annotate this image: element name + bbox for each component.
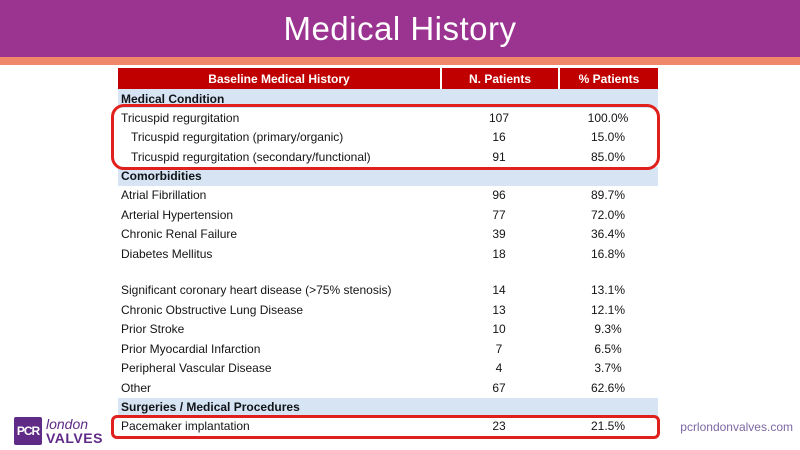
table-row: Prior Myocardial Infarction 7 6.5% bbox=[118, 339, 658, 359]
row-n-patients: 13 bbox=[492, 302, 506, 317]
table-row: Arterial Hypertension 77 72.0% bbox=[118, 205, 658, 225]
row-pct-patients: 21.5% bbox=[590, 419, 626, 434]
table-row: Diabetes Mellitus 18 16.8% bbox=[118, 244, 658, 264]
table-row: Tricuspid regurgitation (secondary/funct… bbox=[118, 147, 658, 167]
row-n-patients: 4 bbox=[495, 361, 503, 376]
row-n-patients: 18 bbox=[492, 246, 506, 261]
row-n-patients: 91 bbox=[492, 149, 506, 164]
table-row: Pacemaker implantation 23 21.5% bbox=[118, 416, 658, 436]
table-row: Tricuspid regurgitation 107 100.0% bbox=[118, 108, 658, 128]
row-label: Arterial Hypertension bbox=[121, 207, 234, 222]
table-row: Chronic Obstructive Lung Disease 13 12.1% bbox=[118, 300, 658, 320]
row-label: Tricuspid regurgitation bbox=[121, 110, 240, 125]
table-row: Tricuspid regurgitation (primary/organic… bbox=[118, 127, 658, 147]
row-n-patients: 7 bbox=[495, 341, 503, 356]
row-pct-patients: 9.3% bbox=[594, 322, 622, 337]
pcr-logo-icon: PCR bbox=[14, 417, 42, 445]
table-row: Other 67 62.6% bbox=[118, 378, 658, 398]
footer-url: pcrlondonvalves.com bbox=[680, 420, 793, 434]
page-title: Medical History bbox=[283, 9, 517, 47]
blank-row bbox=[118, 263, 658, 281]
section-header-row: Medical Condition bbox=[118, 89, 658, 108]
row-n-patients: 16 bbox=[492, 130, 506, 145]
accent-strip bbox=[0, 57, 800, 65]
table-row: Peripheral Vascular Disease 4 3.7% bbox=[118, 358, 658, 378]
row-n-patients: 39 bbox=[492, 227, 506, 242]
logo-line-london: london bbox=[46, 416, 89, 432]
row-label: Chronic Renal Failure bbox=[121, 227, 238, 242]
column-header-baseline: Baseline Medical History bbox=[208, 71, 350, 86]
title-bar: Medical History bbox=[0, 0, 800, 57]
row-pct-patients: 100.0% bbox=[587, 110, 629, 125]
section-header-row: Comorbidities bbox=[118, 166, 658, 186]
table-body: Medical Condition Tricuspid regurgitation… bbox=[118, 89, 658, 436]
row-pct-patients: 62.6% bbox=[590, 380, 626, 395]
row-pct-patients: 13.1% bbox=[590, 283, 626, 298]
row-pct-patients: 85.0% bbox=[590, 149, 626, 164]
row-label: Peripheral Vascular Disease bbox=[121, 361, 272, 376]
row-pct-patients: 15.0% bbox=[590, 130, 626, 145]
row-pct-patients: 3.7% bbox=[594, 361, 622, 376]
row-n-patients: 96 bbox=[492, 188, 506, 203]
pcr-london-valves-logo: PCR london VALVES bbox=[14, 417, 103, 445]
logo-text: london VALVES bbox=[46, 417, 103, 445]
table-row: Significant coronary heart disease (>75%… bbox=[118, 280, 658, 300]
section-header-row: Surgeries / Medical Procedures bbox=[118, 397, 658, 417]
row-label: Prior Stroke bbox=[121, 322, 185, 337]
row-pct-patients: 72.0% bbox=[590, 207, 626, 222]
table-row: Atrial Fibrillation 96 89.7% bbox=[118, 185, 658, 205]
row-n-patients: 14 bbox=[492, 283, 506, 298]
table-header-row: Baseline Medical History N. Patients % P… bbox=[118, 68, 658, 89]
row-label: Chronic Obstructive Lung Disease bbox=[121, 302, 304, 317]
row-n-patients: 10 bbox=[492, 322, 506, 337]
row-label: Tricuspid regurgitation (primary/organic… bbox=[131, 130, 344, 145]
row-pct-patients: 36.4% bbox=[590, 227, 626, 242]
row-n-patients: 67 bbox=[492, 380, 506, 395]
table-row: Prior Stroke 10 9.3% bbox=[118, 319, 658, 339]
row-pct-patients: 16.8% bbox=[590, 246, 626, 261]
row-label: Atrial Fibrillation bbox=[121, 188, 207, 203]
row-label: Diabetes Mellitus bbox=[121, 246, 213, 261]
column-header-pct-patients: % Patients bbox=[558, 68, 658, 89]
row-n-patients: 107 bbox=[488, 110, 510, 125]
row-label: Significant coronary heart disease (>75%… bbox=[121, 283, 392, 298]
table-row: Chronic Renal Failure 39 36.4% bbox=[118, 224, 658, 244]
row-label: Prior Myocardial Infarction bbox=[121, 341, 261, 356]
row-label: Other bbox=[121, 380, 152, 395]
row-pct-patients: 89.7% bbox=[590, 188, 626, 203]
row-n-patients: 23 bbox=[492, 419, 506, 434]
row-pct-patients: 6.5% bbox=[594, 341, 622, 356]
column-header-n-patients: N. Patients bbox=[440, 68, 558, 89]
row-pct-patients: 12.1% bbox=[590, 302, 626, 317]
medical-history-table: Baseline Medical History N. Patients % P… bbox=[118, 68, 658, 436]
logo-line-valves: VALVES bbox=[46, 430, 103, 446]
row-label: Pacemaker implantation bbox=[121, 419, 250, 434]
row-n-patients: 77 bbox=[492, 207, 506, 222]
row-label: Tricuspid regurgitation (secondary/funct… bbox=[131, 149, 371, 164]
